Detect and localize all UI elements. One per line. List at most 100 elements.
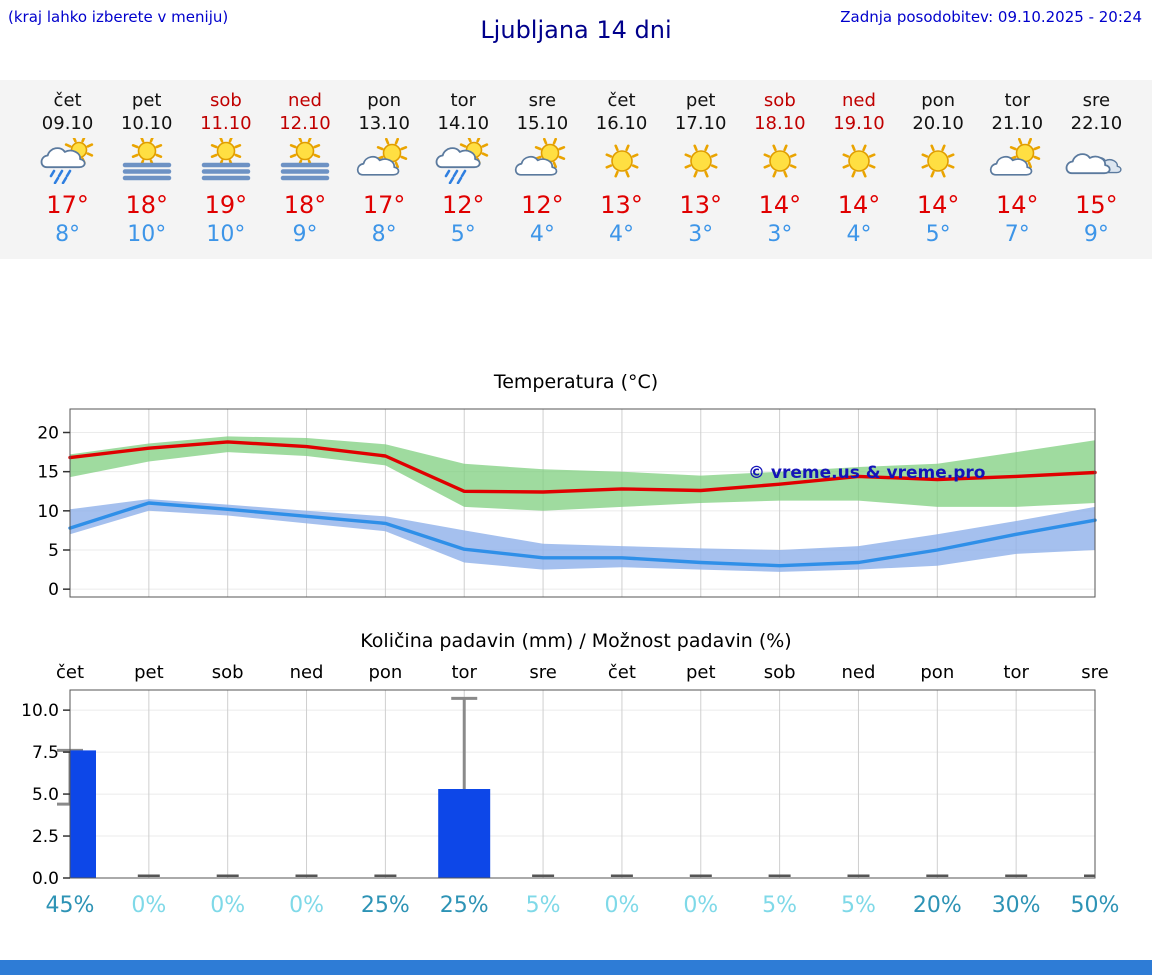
svg-text:sre: sre [1081,662,1108,683]
temp-y-tick-label: 10 [37,502,59,522]
day-date: 21.10 [991,112,1044,134]
low-temp: 3° [688,222,714,247]
svg-text:5%: 5% [762,893,797,918]
svg-text:0%: 0% [210,893,245,918]
high-temp: 13° [679,191,722,219]
day-date: 15.10 [516,112,569,134]
svg-text:sre: sre [529,662,556,683]
day-date: 09.10 [41,112,94,134]
forecast-day[interactable]: sob 11.10 19° 10° [186,90,265,247]
temp-y-tick-label: 0 [48,580,59,600]
svg-text:25%: 25% [361,893,410,918]
svg-text:45%: 45% [46,893,95,918]
menu-hint: (kraj lahko izberete v meniju) [8,8,229,26]
high-temp: 17° [46,191,89,219]
forecast-day[interactable]: tor 14.10 12° 5° [424,90,503,247]
precip-y-tick-label: 7.5 [32,743,59,763]
zero-precip-mark [926,874,949,877]
day-name: čet [53,90,82,111]
svg-text:0%: 0% [289,893,324,918]
day-name: pet [685,90,716,111]
sun-fog-icon [186,138,265,186]
page-title: Ljubljana 14 dni [480,16,672,44]
day-name: ned [288,90,322,111]
svg-text:5%: 5% [841,893,876,918]
day-date: 17.10 [674,112,727,134]
forecast-day[interactable]: pon 13.10 17° 8° [345,90,424,247]
series-min-temp [68,501,1097,568]
sun-icon [819,138,898,186]
precip-y-tick-label: 0.0 [32,869,59,889]
sun-cloud-icon [978,138,1057,186]
sun-icon [661,138,740,186]
forecast-day[interactable]: čet 16.10 13° 4° [582,90,661,247]
svg-text:tor: tor [1003,662,1029,683]
zero-precip-mark [610,874,633,877]
series-max-temp [68,440,1097,494]
precip-prob-labels: 45% 0% 0% 0% 25% 25% 5% 0% 0% 5% 5% 20% 30% 50% [46,893,1120,918]
forecast-day[interactable]: pet 10.10 18° 10° [107,90,186,247]
last-update: Zadnja posodobitev: 09.10.2025 - 20:24 [840,8,1142,26]
temp-y-tick-label: 5 [48,541,59,561]
low-temp: 8° [55,222,81,247]
zero-precip-mark [847,874,870,877]
plot-border [69,689,1096,879]
temp-y-tick-label: 20 [37,424,59,444]
cloud-icon [1057,138,1136,186]
svg-text:50%: 50% [1071,893,1120,918]
precip-bar [438,789,491,878]
day-date: 16.10 [595,112,648,134]
day-name: čet [607,90,636,111]
high-temp: 13° [600,191,643,219]
low-temp: 9° [1083,222,1109,247]
forecast-day[interactable]: ned 19.10 14° 4° [819,90,898,247]
svg-text:čet: čet [608,662,636,683]
high-temp: 14° [837,191,881,219]
low-temp: 4° [529,222,555,247]
low-temp: 5° [925,222,951,247]
day-date: 22.10 [1070,112,1123,134]
temperature-chart: 0 5 10 15 20 © vreme.us & vreme.pro [37,408,1097,600]
day-date: 11.10 [200,112,252,134]
svg-text:sob: sob [764,662,796,683]
high-temp: 19° [204,191,248,219]
forecast-day[interactable]: sob 18.10 14° 3° [740,90,819,247]
forecast-day[interactable]: čet 09.10 17° 8° [28,90,107,247]
zero-precip-mark [216,874,239,877]
forecast-day[interactable]: sre 22.10 15° 9° [1057,90,1136,247]
high-temp: 14° [758,191,802,219]
low-temp: 10° [206,222,246,247]
zero-precip-mark [532,874,555,877]
day-date: 19.10 [833,112,885,134]
zero-precip-mark [1084,874,1095,877]
low-temp: 7° [1004,222,1030,247]
bottom-bar [0,960,1152,975]
sun-rain-icon [424,138,503,186]
sun-icon [740,138,819,186]
svg-text:čet: čet [56,662,84,683]
svg-text:sob: sob [212,662,244,683]
temp-chart-title: Temperatura (°C) [493,371,659,393]
high-temp: 12° [521,191,564,219]
zero-precip-mark [689,874,712,877]
forecast-day[interactable]: ned 12.10 18° 9° [265,90,344,247]
precip-whiskers [57,696,478,806]
forecast-day[interactable]: tor 21.10 14° 7° [978,90,1057,247]
forecast-day[interactable]: pet 17.10 13° 3° [661,90,740,247]
high-temp: 18° [283,191,327,219]
forecast-day[interactable]: sre 15.10 12° 4° [503,90,582,247]
sun-icon [899,138,978,186]
day-name: pet [131,90,162,111]
svg-text:pon: pon [368,662,402,683]
precip-chart-title: Količina padavin (mm) / Možnost padavin … [360,630,792,652]
day-name: sob [763,90,796,111]
forecast-day[interactable]: pon 20.10 14° 5° [899,90,978,247]
day-name: pon [921,90,956,111]
svg-text:5%: 5% [526,893,561,918]
precipitation-chart: čet pet sob ned pon tor sre čet pet sob ned pon tor s… [21,662,1120,918]
svg-text:30%: 30% [992,893,1041,918]
watermark-link[interactable]: © vreme.us & vreme.pro [748,463,985,483]
temp-y-tick-label: 15 [37,463,59,483]
day-name: tor [450,90,477,111]
